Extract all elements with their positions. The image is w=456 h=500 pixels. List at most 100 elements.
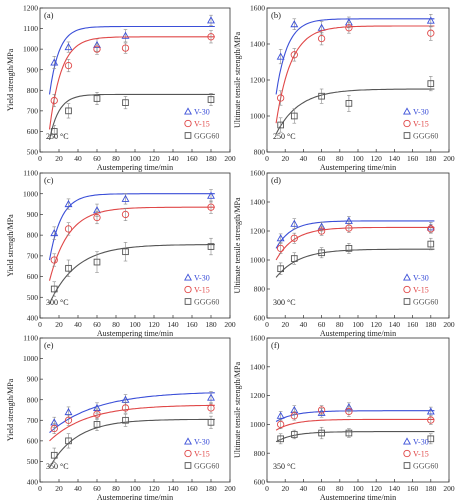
x-tick-label: 140 bbox=[167, 484, 179, 493]
data-point bbox=[344, 216, 353, 224]
data-point bbox=[50, 228, 59, 237]
legend-label: V-30 bbox=[413, 274, 429, 283]
x-tick-label: 40 bbox=[74, 484, 82, 493]
data-point bbox=[345, 407, 353, 416]
data-point bbox=[207, 191, 215, 199]
data-point bbox=[290, 412, 298, 420]
y-tick-label: 500 bbox=[27, 457, 39, 466]
x-tick-label: 0 bbox=[265, 320, 269, 329]
x-tick-label: 100 bbox=[129, 154, 141, 163]
y-tick-label: 800 bbox=[27, 86, 39, 95]
panel-label: (a) bbox=[44, 10, 54, 20]
data-point bbox=[121, 395, 130, 403]
data-point bbox=[50, 256, 58, 264]
y-tick-label: 800 bbox=[27, 231, 39, 240]
plot-frame bbox=[39, 172, 231, 319]
legend-marker bbox=[184, 285, 192, 294]
data-point bbox=[290, 219, 299, 227]
panel-a: 0 20 40 60 80 100 120 140 160 180 200 500 600 700 800 9… bbox=[6, 4, 236, 172]
x-tick-label: 80 bbox=[112, 320, 120, 329]
panel-label: (f) bbox=[271, 340, 280, 350]
x-tick-label: 100 bbox=[352, 154, 364, 163]
x-tick-label: 0 bbox=[38, 320, 42, 329]
data-point bbox=[207, 16, 215, 24]
data-point bbox=[345, 100, 353, 107]
y-tick-label: 1200 bbox=[23, 4, 38, 13]
x-tick-label: 60 bbox=[93, 484, 101, 493]
fit-curve bbox=[49, 244, 215, 304]
series-v-15 bbox=[49, 402, 215, 442]
x-tick-label: 20 bbox=[281, 320, 289, 329]
legend: V-30 V-15 GGG60 bbox=[184, 273, 219, 307]
temperature-label: 350 °C bbox=[273, 462, 296, 471]
y-tick-label: 1600 bbox=[250, 4, 265, 13]
y-tick-label: 600 bbox=[27, 436, 39, 445]
y-tick-label: 600 bbox=[254, 478, 266, 487]
series-ggg60 bbox=[275, 76, 435, 135]
y-tick-label: 800 bbox=[254, 449, 266, 458]
fit-curve bbox=[275, 248, 435, 278]
y-tick-label: 1100 bbox=[23, 334, 38, 343]
legend-label: V-30 bbox=[413, 108, 429, 117]
data-point bbox=[93, 45, 101, 53]
data-point bbox=[427, 29, 435, 37]
y-tick-label: 1400 bbox=[250, 362, 265, 371]
data-point bbox=[65, 264, 72, 272]
x-tick-label: 80 bbox=[336, 484, 344, 493]
legend-label: V-30 bbox=[194, 108, 210, 117]
x-tick-label: 80 bbox=[336, 154, 344, 163]
data-point bbox=[277, 435, 284, 443]
y-tick-label: 600 bbox=[27, 272, 39, 281]
series-ggg60 bbox=[49, 413, 215, 468]
data-point bbox=[276, 411, 285, 419]
x-tick-label: 140 bbox=[389, 154, 401, 163]
x-tick-label: 60 bbox=[93, 320, 101, 329]
x-tick-label: 20 bbox=[281, 484, 289, 493]
series-ggg60 bbox=[49, 237, 215, 304]
data-point bbox=[207, 96, 215, 103]
data-point bbox=[276, 52, 285, 60]
data-point bbox=[290, 234, 298, 242]
series-ggg60 bbox=[275, 237, 435, 278]
data-point bbox=[427, 435, 435, 443]
legend-marker bbox=[403, 107, 411, 115]
series-ggg60 bbox=[275, 426, 435, 445]
y-tick-label: 1600 bbox=[250, 334, 265, 343]
data-point bbox=[64, 407, 73, 416]
legend-label: GGG60 bbox=[413, 462, 438, 471]
data-point bbox=[427, 225, 435, 233]
x-tick-label: 160 bbox=[407, 154, 419, 163]
y-tick-label: 1000 bbox=[250, 420, 265, 429]
legend: V-30 V-15 GGG60 bbox=[403, 437, 438, 471]
series-v-30 bbox=[49, 391, 215, 434]
x-tick-label: 140 bbox=[167, 154, 179, 163]
x-tick-label: 60 bbox=[318, 320, 326, 329]
x-tick-label: 180 bbox=[205, 320, 217, 329]
data-point bbox=[277, 265, 284, 273]
panel-label: (c) bbox=[44, 175, 54, 185]
fit-curve bbox=[48, 206, 215, 281]
legend-label: GGG60 bbox=[413, 298, 438, 307]
y-tick-label: 800 bbox=[27, 395, 39, 404]
x-tick-label: 0 bbox=[38, 154, 42, 163]
y-axis-label: Ultimate tensile strength/MPa bbox=[233, 362, 242, 458]
y-tick-label: 1200 bbox=[250, 76, 265, 85]
data-point bbox=[207, 33, 215, 41]
data-point bbox=[93, 213, 101, 222]
x-tick-label: 20 bbox=[281, 154, 289, 163]
y-axis-label: Yield strength/MPa bbox=[6, 214, 15, 277]
series-v-15 bbox=[48, 200, 215, 281]
y-tick-label: 900 bbox=[27, 210, 39, 219]
y-tick-label: 1000 bbox=[250, 256, 265, 265]
x-tick-label: 100 bbox=[129, 484, 141, 493]
data-point bbox=[65, 437, 72, 445]
x-tick-label: 180 bbox=[205, 484, 217, 493]
data-point bbox=[65, 107, 72, 115]
x-tick-label: 80 bbox=[112, 154, 120, 163]
data-point bbox=[50, 424, 58, 433]
x-tick-label: 60 bbox=[318, 484, 326, 493]
panel-label: (e) bbox=[44, 340, 54, 350]
x-tick-label: 200 bbox=[443, 320, 455, 329]
data-point bbox=[121, 31, 130, 39]
